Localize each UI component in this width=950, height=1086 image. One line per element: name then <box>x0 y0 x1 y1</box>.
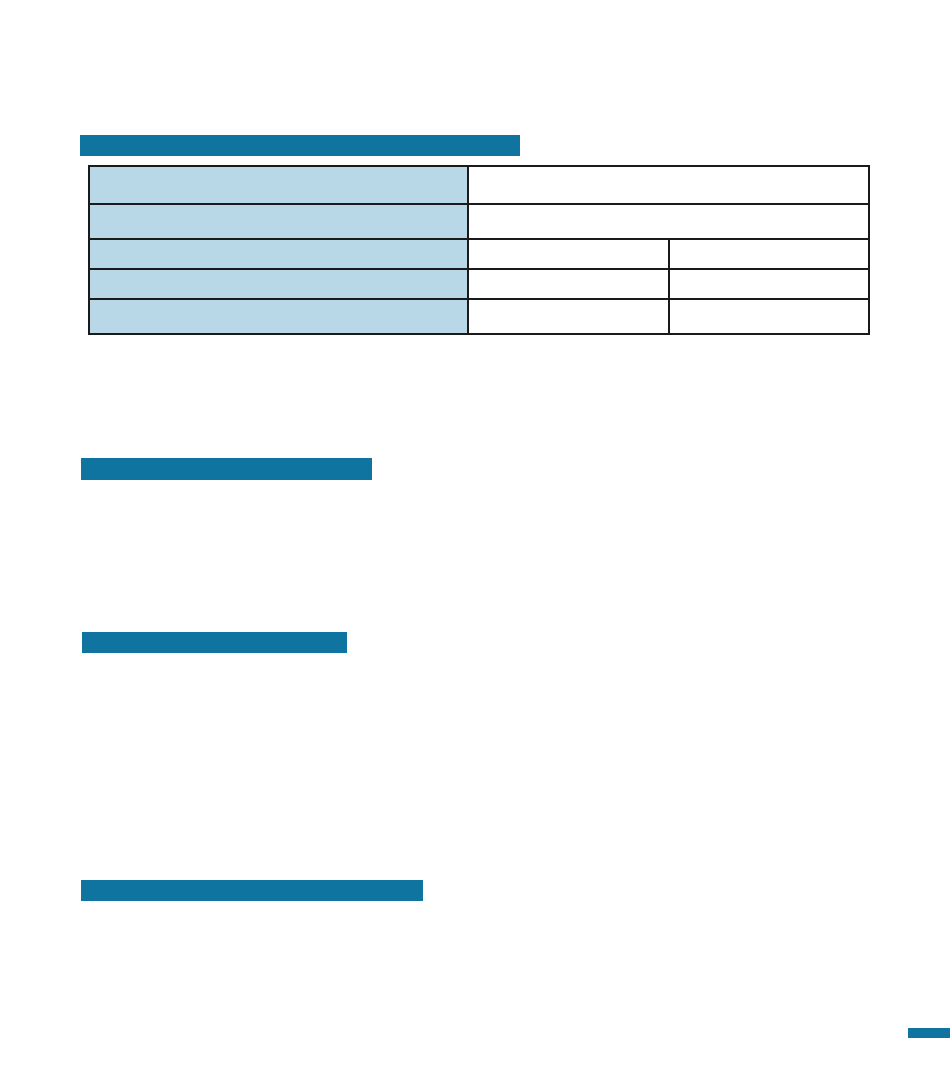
table-row <box>88 165 870 205</box>
spec-value-cell <box>467 268 670 300</box>
table-row <box>88 238 870 270</box>
spec-value-cell <box>467 238 670 270</box>
spec-value-cell <box>467 165 870 205</box>
page-edge-tab <box>908 1028 950 1038</box>
spec-label-cell <box>88 268 469 300</box>
table-row <box>88 268 870 300</box>
spec-value-cell <box>467 203 870 240</box>
spec-label-cell <box>88 238 469 270</box>
spec-value-cell <box>467 298 670 335</box>
section-heading-bar-1 <box>80 135 520 156</box>
section-heading-bar-2 <box>81 458 372 480</box>
spec-value-cell <box>668 268 870 300</box>
spec-label-cell <box>88 165 469 205</box>
spec-label-cell <box>88 203 469 240</box>
table-row <box>88 298 870 335</box>
spec-label-cell <box>88 298 469 335</box>
table-row <box>88 203 870 240</box>
spec-table <box>88 165 870 335</box>
spec-value-cell <box>668 298 870 335</box>
spec-value-cell <box>668 238 870 270</box>
section-heading-bar-4 <box>81 880 423 901</box>
section-heading-bar-3 <box>82 632 347 653</box>
